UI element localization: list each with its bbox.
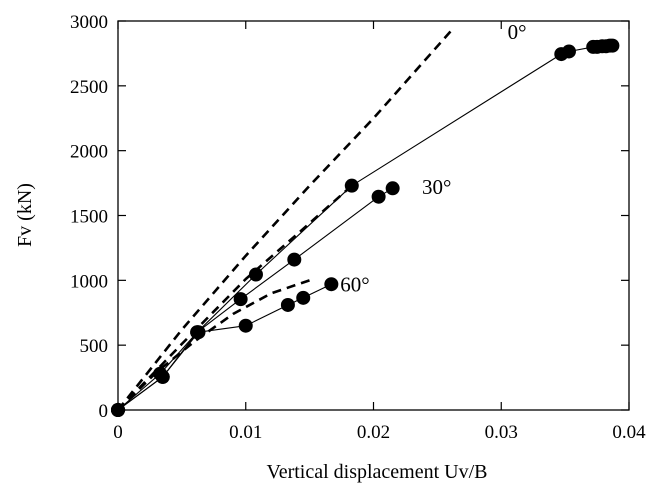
series-line-6 [117, 279, 311, 411]
x-tick-label: 0.02 [357, 422, 390, 443]
angle-annotation: 30° [422, 175, 451, 199]
data-point [385, 181, 400, 196]
y-tick-label: 0 [99, 401, 109, 422]
data-point [605, 38, 620, 53]
y-tick-label: 2500 [70, 77, 108, 98]
tick-layer: 0 0.01 0.02 0.03 0.04 0 500 1000 1500 2000 2500 300… [70, 12, 646, 443]
y-tick-label: 3000 [70, 12, 108, 33]
data-point [155, 369, 170, 384]
data-point [238, 318, 253, 333]
x-tick-label: 0.03 [485, 422, 518, 443]
series-line-5 [117, 184, 353, 411]
data-point [287, 252, 302, 267]
data-point [248, 267, 263, 282]
series-layer [111, 26, 620, 417]
annotation-layer: 0° 30° 60° [340, 20, 526, 296]
x-tick-label: 0.04 [612, 422, 646, 443]
data-point [296, 290, 311, 305]
x-tick-label: 0 [113, 422, 123, 443]
y-tick-label: 1500 [70, 207, 108, 228]
data-point [233, 292, 248, 307]
x-axis-title: Vertical displacement Uv/B [266, 461, 487, 483]
data-point [280, 297, 295, 312]
angle-annotation: 60° [340, 272, 369, 296]
y-axis-title: Fv (kN) [14, 183, 36, 247]
x-tick-label: 0.01 [229, 422, 262, 443]
data-point [371, 189, 386, 204]
plot-area [117, 20, 630, 411]
data-point [324, 277, 339, 292]
series-line-1 [117, 45, 613, 411]
data-point [561, 44, 576, 59]
series-line-4 [116, 26, 455, 411]
plot-frame [117, 20, 630, 411]
y-tick-label: 1000 [70, 271, 108, 292]
y-tick-label: 500 [80, 336, 109, 357]
angle-annotation: 0° [508, 20, 527, 44]
y-tick-label: 2000 [70, 142, 108, 163]
